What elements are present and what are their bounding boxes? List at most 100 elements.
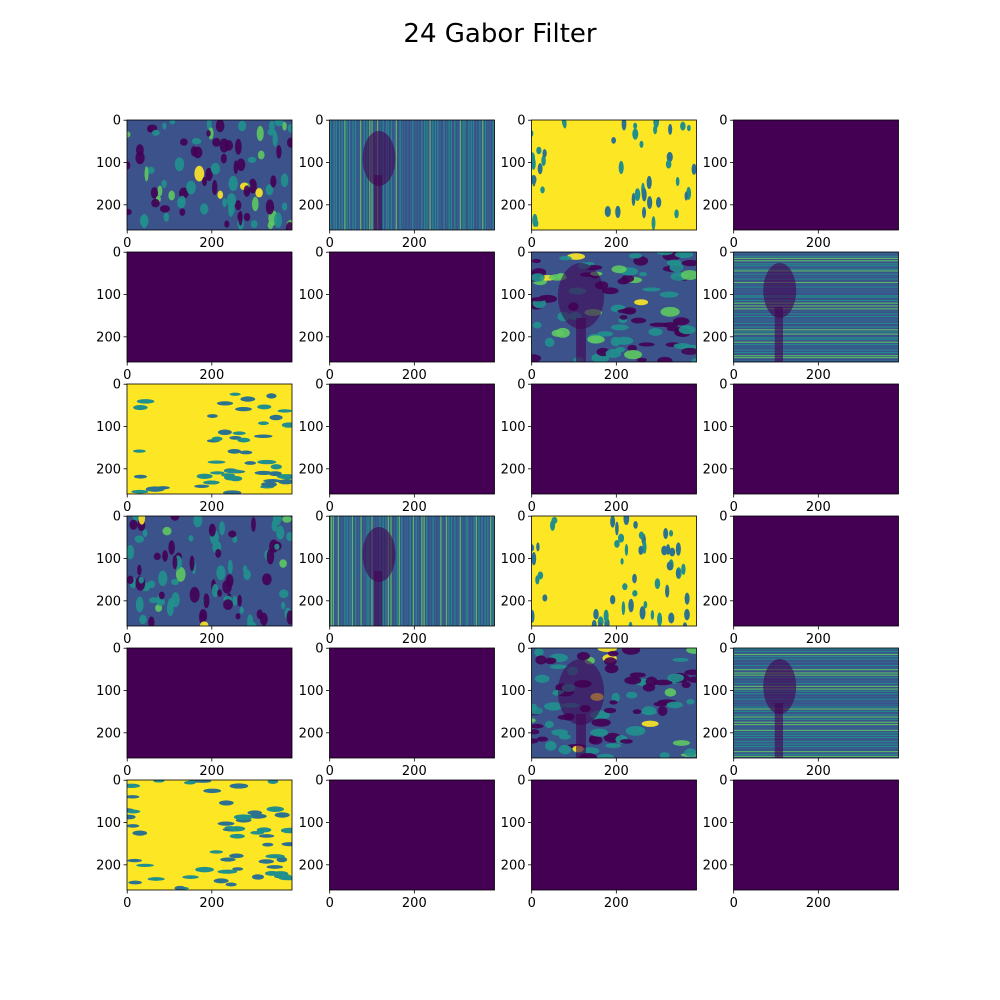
panel-7: 0 100 200 0 200 xyxy=(501,246,697,383)
y-tick-label: 100 xyxy=(96,816,121,831)
y-tick-label: 0 xyxy=(315,378,323,393)
x-tick-label: 0 xyxy=(528,500,536,515)
panel-15: 0 100 200 0 200 xyxy=(501,510,697,647)
panel-4: 0 100 200 0 200 xyxy=(703,114,899,251)
panel-6: 0 100 200 0 200 xyxy=(299,246,495,383)
y-tick-label: 200 xyxy=(501,198,526,213)
x-tick-label: 0 xyxy=(730,896,738,911)
panel-23: 0 100 200 0 200 xyxy=(501,774,697,911)
y-tick-label: 100 xyxy=(299,420,324,435)
panel-20: 0 100 200 0 200 xyxy=(703,642,899,779)
panel-21: 0 100 200 0 200 xyxy=(96,774,293,911)
y-tick-label: 100 xyxy=(703,816,728,831)
y-tick-label: 200 xyxy=(96,726,121,741)
panel-frame xyxy=(531,251,697,363)
y-tick-label: 200 xyxy=(96,198,121,213)
panel-image xyxy=(127,780,292,890)
y-tick-label: 100 xyxy=(703,156,728,171)
y-tick-label: 200 xyxy=(703,198,728,213)
y-tick-label: 0 xyxy=(517,510,525,525)
panel-frame xyxy=(733,647,899,759)
panel-frame xyxy=(126,119,293,231)
panel-18: 0 100 200 0 200 xyxy=(299,642,495,779)
x-tick-label: 200 xyxy=(402,236,427,251)
x-tick-label: 200 xyxy=(199,500,224,515)
y-tick-label: 200 xyxy=(96,330,121,345)
y-tick-label: 200 xyxy=(299,330,324,345)
x-tick-label: 200 xyxy=(604,368,629,383)
x-tick-label: 200 xyxy=(402,632,427,647)
x-tick-label: 200 xyxy=(604,236,629,251)
y-tick-label: 100 xyxy=(703,552,728,567)
panel-19: 0 100 200 0 200 xyxy=(501,642,697,779)
panel-frame xyxy=(126,515,293,627)
y-tick-label: 200 xyxy=(703,726,728,741)
x-tick-label: 0 xyxy=(528,896,536,911)
panel-frame xyxy=(531,383,697,495)
x-tick-label: 200 xyxy=(604,764,629,779)
y-tick-label: 0 xyxy=(315,510,323,525)
y-tick-label: 200 xyxy=(299,726,324,741)
panel-image xyxy=(531,516,697,626)
y-tick-label: 0 xyxy=(719,642,727,657)
y-tick-label: 0 xyxy=(113,774,121,789)
panel-image xyxy=(127,516,292,626)
x-tick-label: 0 xyxy=(326,764,334,779)
x-tick-label: 0 xyxy=(326,896,334,911)
panel-image xyxy=(531,780,697,890)
panel-frame xyxy=(126,647,293,759)
x-tick-label: 0 xyxy=(528,764,536,779)
y-tick-label: 0 xyxy=(719,774,727,789)
panel-frame xyxy=(329,515,495,627)
y-tick-label: 100 xyxy=(96,288,121,303)
panel-frame xyxy=(329,383,495,495)
x-tick-label: 200 xyxy=(806,764,831,779)
x-tick-label: 0 xyxy=(326,368,334,383)
y-tick-label: 0 xyxy=(315,114,323,129)
x-tick-label: 200 xyxy=(402,500,427,515)
panel-image xyxy=(733,516,899,626)
panel-image xyxy=(531,384,697,494)
y-tick-label: 200 xyxy=(299,594,324,609)
x-tick-label: 200 xyxy=(199,236,224,251)
x-tick-label: 0 xyxy=(123,896,131,911)
x-tick-label: 0 xyxy=(123,632,131,647)
panel-frame xyxy=(733,383,899,495)
panel-image xyxy=(329,120,495,230)
x-tick-label: 200 xyxy=(806,896,831,911)
y-tick-label: 0 xyxy=(517,378,525,393)
y-tick-label: 0 xyxy=(113,246,121,261)
figure-title: 24 Gabor Filter xyxy=(403,19,596,49)
x-tick-label: 0 xyxy=(730,632,738,647)
panel-frame xyxy=(329,779,495,891)
y-tick-label: 200 xyxy=(703,462,728,477)
panel-image xyxy=(531,120,697,230)
x-tick-label: 200 xyxy=(199,632,224,647)
x-tick-label: 200 xyxy=(806,368,831,383)
panel-12: 0 100 200 0 200 xyxy=(703,378,899,515)
panel-frame xyxy=(531,647,697,759)
panel-13: 0 100 200 0 200 xyxy=(96,510,293,647)
y-tick-label: 0 xyxy=(517,642,525,657)
panel-image xyxy=(127,648,292,758)
panel-image xyxy=(329,516,495,626)
y-tick-label: 200 xyxy=(501,594,526,609)
y-tick-label: 100 xyxy=(501,156,526,171)
panel-10: 0 100 200 0 200 xyxy=(299,378,495,515)
y-tick-label: 0 xyxy=(113,510,121,525)
panel-image xyxy=(733,780,899,890)
panel-frame xyxy=(329,119,495,231)
x-tick-label: 0 xyxy=(326,632,334,647)
x-tick-label: 0 xyxy=(528,236,536,251)
y-tick-label: 100 xyxy=(96,420,121,435)
panel-image xyxy=(733,120,899,230)
y-tick-label: 0 xyxy=(719,114,727,129)
y-tick-label: 200 xyxy=(299,858,324,873)
x-tick-label: 0 xyxy=(528,632,536,647)
panel-9: 0 100 200 0 200 xyxy=(96,378,293,515)
y-tick-label: 100 xyxy=(703,420,728,435)
x-tick-label: 200 xyxy=(806,632,831,647)
y-tick-label: 0 xyxy=(719,246,727,261)
y-tick-label: 200 xyxy=(96,594,121,609)
